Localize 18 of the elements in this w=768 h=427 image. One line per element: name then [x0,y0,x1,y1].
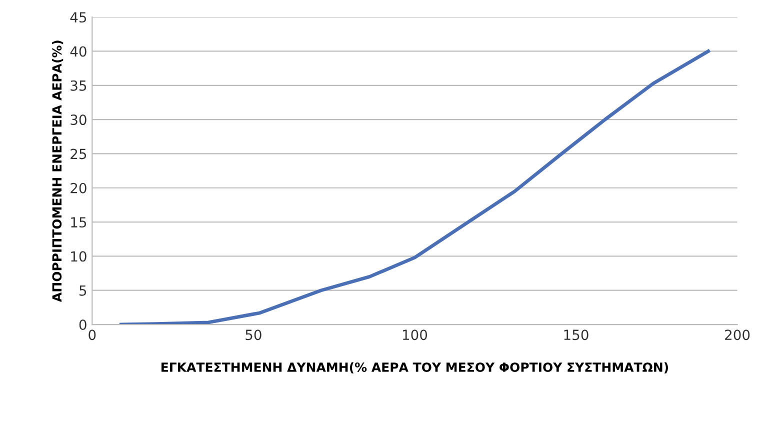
y-tick-label: 20 [70,182,86,194]
x-tick-label: 50 [246,330,262,340]
y-tick-label: 10 [71,251,86,262]
y-tick-label: 35 [70,80,86,91]
y-tick-label: 40 [70,46,86,57]
x-tick-label: 200 [725,330,750,340]
line-series [119,50,710,325]
x-tick-label: 150 [564,330,588,340]
y-tick-label: 25 [70,148,86,160]
x-tick-label: 0 [88,330,96,340]
y-tick-label: 45 [70,12,86,23]
x-axis-title: ΕΓΚΑΤΕΣΤΗΜΕΝΗ ΔΥΝΑΜΗ(% ΑΕΡΑ ΤΟΥ ΜΕΣΟΥ ΦΟΡΤΙΟΥ ΣΥΣΤΗΜΑΤΩΝ) [161,362,668,374]
y-tick-label: 30 [70,114,86,126]
y-tick-label: 5 [80,286,86,296]
y-axis-title: ΑΠΟΡΡΙΠΤΟΜΕΝΗ ΕΝΕΡΓΕΙΑ ΑΕΡΑ(%) [52,40,64,302]
x-tick-label: 100 [402,330,428,340]
y-tick-label: 0 [79,319,86,330]
y-tick-label: 15 [71,217,86,228]
